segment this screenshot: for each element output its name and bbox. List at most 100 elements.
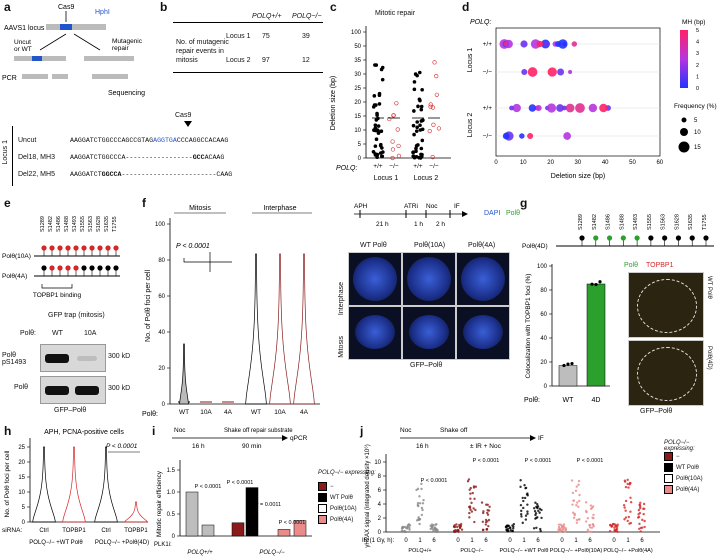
- tick-label: 0: [22, 520, 26, 526]
- j-point: [468, 506, 472, 509]
- j-point: [420, 506, 424, 510]
- panel-j-label: j: [360, 424, 364, 438]
- j-point: [584, 509, 588, 513]
- c-ylabel: Deletion size (bp): [330, 76, 337, 130]
- i-bar: [231, 522, 245, 537]
- c-data-point: [415, 73, 419, 78]
- violin: [245, 253, 267, 405]
- j-irval: 6: [536, 538, 540, 544]
- j-point: [400, 529, 404, 532]
- site-label: S1493: [72, 216, 78, 232]
- d-bubble: [519, 133, 525, 139]
- j-point: [417, 504, 420, 508]
- site-label: S1555: [647, 214, 653, 230]
- j-point: [577, 483, 580, 486]
- svg-text:16 h: 16 h: [192, 443, 205, 450]
- j-point: [637, 508, 641, 512]
- j-point: [470, 501, 473, 505]
- j-point: [460, 528, 464, 531]
- d-bubble: [528, 104, 537, 112]
- aavs1-locus-label: AAVS1 locus: [4, 25, 45, 32]
- j-point: [533, 510, 537, 513]
- c-data-point: [375, 128, 380, 132]
- site-label: S1635: [688, 214, 694, 230]
- tick-label: 100: [537, 264, 548, 270]
- c-data-point: [421, 118, 425, 122]
- img-mitosis-wt: [348, 306, 402, 360]
- svg-text:PCR: PCR: [2, 75, 17, 82]
- tick-label: 2: [696, 63, 699, 69]
- j-point: [536, 506, 539, 509]
- c-data-point: [373, 152, 378, 156]
- i-pval: P < 0.0001: [227, 480, 254, 486]
- c-data-point: [420, 127, 425, 132]
- chart-g-bar: Colocalization with TOPBP1 foci (%) 0 20 4…: [524, 264, 610, 404]
- j-point: [571, 511, 575, 514]
- j-point: [454, 528, 457, 532]
- f-xcat: 10A: [200, 409, 212, 416]
- d-bubble: [556, 104, 564, 112]
- j-point: [468, 516, 471, 519]
- i-bar: [245, 487, 259, 537]
- d-bubble: [547, 67, 557, 77]
- j-point: [627, 486, 630, 489]
- svg-text:MH (bp): MH (bp): [682, 19, 705, 26]
- j-point: [405, 526, 408, 530]
- c-data-point: [376, 124, 381, 128]
- legend-swatch: [318, 493, 327, 502]
- j-irval: 6: [640, 538, 644, 544]
- svg-text:Mitosis: Mitosis: [189, 205, 211, 212]
- j-point: [467, 478, 471, 481]
- site-dot: [65, 265, 71, 271]
- legend-label: Polθ(10A): [676, 475, 703, 482]
- site-label: S1628: [674, 214, 680, 230]
- j-point: [592, 523, 595, 527]
- c-data-point: [411, 154, 416, 158]
- row-label-mutagenic: No. of mutagenic repair events in mitosi…: [176, 39, 229, 64]
- j-point: [584, 501, 588, 504]
- j-point: [629, 496, 632, 499]
- panel-d-label: d: [462, 0, 470, 14]
- j-point: [639, 530, 642, 533]
- tick-label: 20: [354, 100, 361, 106]
- j-point: [588, 523, 592, 527]
- c-data-point: [390, 139, 395, 144]
- svg-text:Locus 1: Locus 1: [374, 175, 399, 182]
- legend-swatch: [664, 452, 673, 461]
- svg-text:Noc: Noc: [400, 427, 412, 434]
- j-point: [642, 502, 646, 506]
- j-point: [408, 528, 411, 531]
- tick-label: +/+: [483, 105, 493, 112]
- panel-h-label: h: [4, 424, 12, 438]
- chart-d-bubble: POLQ: 0 10 20 30 40 50 60+/+−/−+/+−/− Deletion…: [467, 19, 717, 180]
- tick-label: 20: [18, 460, 25, 466]
- tick-label: 20: [547, 160, 554, 166]
- d-bubble: [527, 67, 538, 77]
- svg-text:5: 5: [694, 118, 698, 124]
- c-data-point: [375, 155, 379, 160]
- i-bar: [201, 524, 215, 537]
- img-g-wt: [628, 272, 704, 338]
- site-label: S1289: [40, 216, 46, 232]
- tick-label: 30: [575, 160, 582, 166]
- tick-label: 0.5: [167, 512, 176, 518]
- j-point: [434, 528, 437, 532]
- j-point: [575, 504, 578, 507]
- j-point: [575, 518, 579, 522]
- j-point: [436, 530, 440, 534]
- tick-label: 4: [378, 502, 382, 508]
- d-bubble: [509, 105, 515, 111]
- svg-text:Interphase: Interphase: [263, 205, 296, 212]
- site-dot: [49, 245, 55, 251]
- j-point: [508, 526, 512, 529]
- violin: [179, 343, 189, 405]
- legend-item: WT Polθ: [318, 493, 357, 502]
- c-data-point: [378, 143, 383, 148]
- j-point: [578, 518, 581, 521]
- j-point: [432, 523, 435, 527]
- site-dot: [73, 265, 79, 271]
- d-bubble: [557, 68, 565, 76]
- d-bubble: [563, 132, 572, 140]
- svg-text:PLK1i:: PLK1i:: [154, 542, 172, 548]
- svg-text:P < 0.0001: P < 0.0001: [106, 443, 138, 450]
